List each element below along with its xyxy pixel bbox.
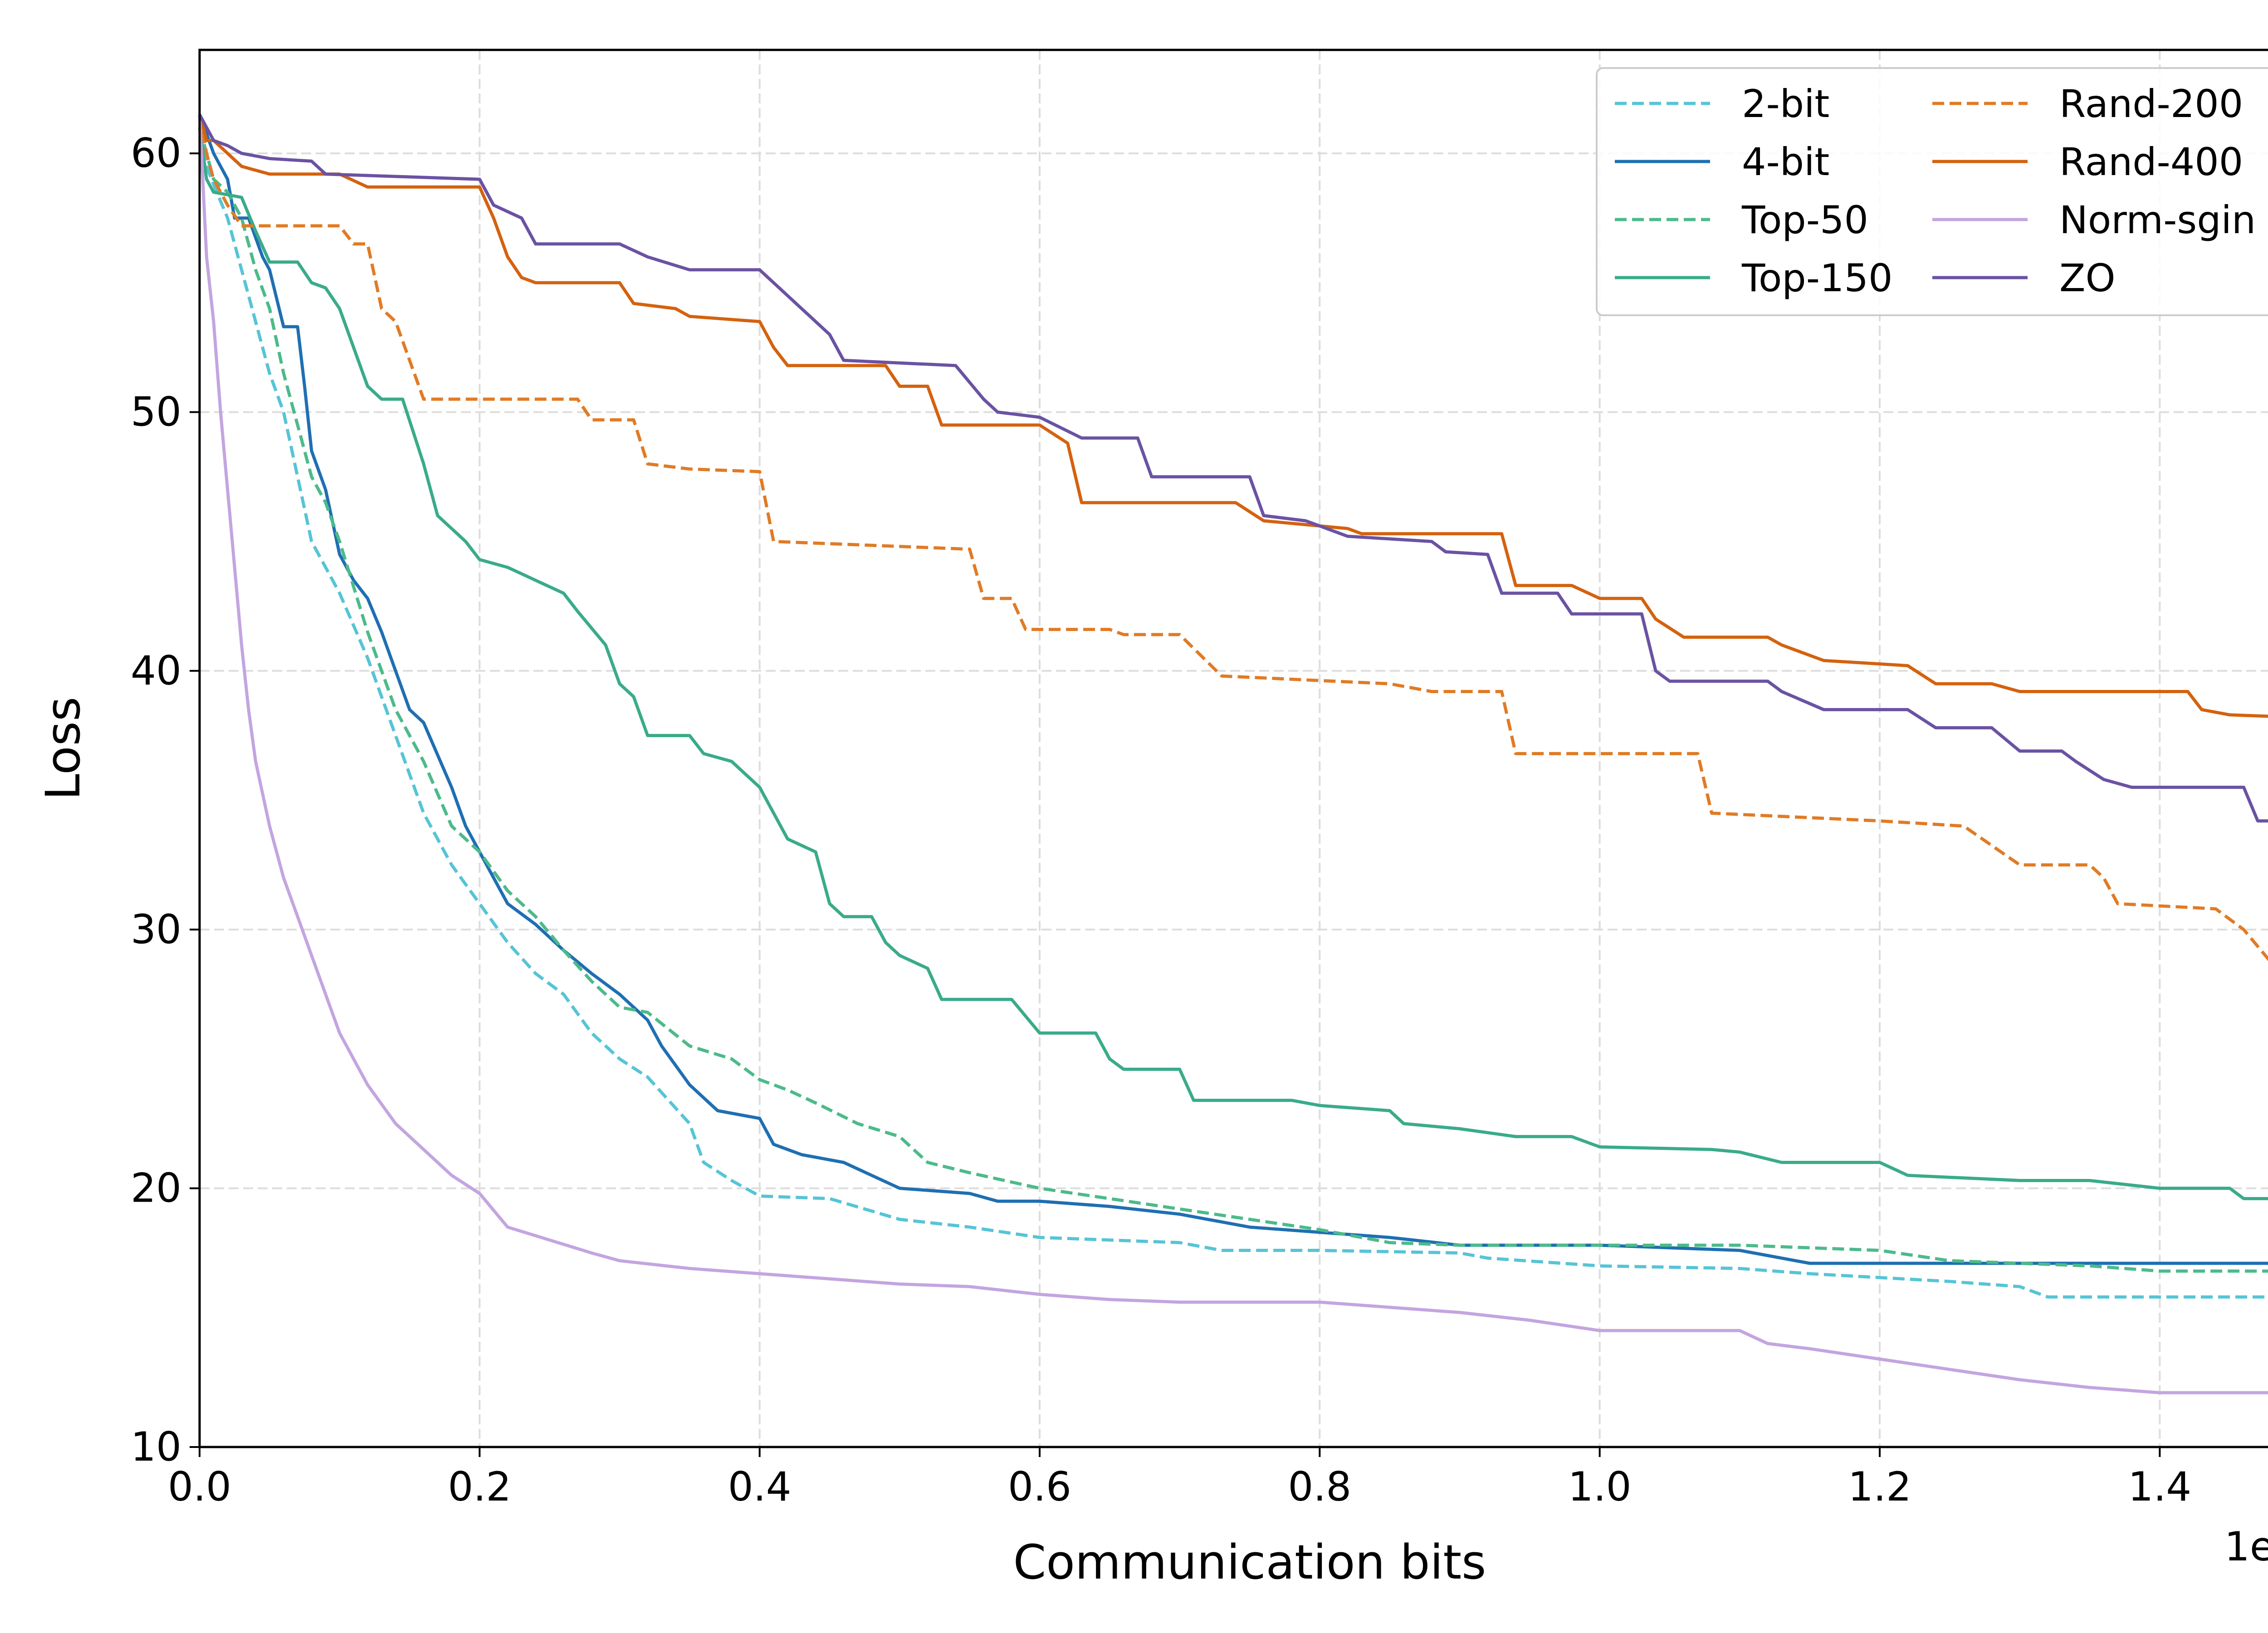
x-tick-label: 0.0 — [168, 1463, 231, 1510]
legend-label: Top-150 — [1741, 256, 1892, 300]
y-tick-label: 10 — [131, 1423, 181, 1470]
legend-label: Rand-400 — [2059, 140, 2243, 184]
legend-label: 2-bit — [1742, 82, 1829, 126]
series-line-2-bit — [198, 114, 2268, 1299]
legend-label: 4-bit — [1742, 140, 1829, 184]
y-tick-label: 50 — [131, 389, 181, 435]
axis-ticks: 0.0 0.2 0.4 0.6 0.8 1.0 1.2 1.4 10 20 30 40 50 60 — [131, 130, 2191, 1510]
legend-label: ZO — [2059, 256, 2116, 300]
y-tick-label: 30 — [131, 906, 181, 953]
legend-label: Rand-200 — [2059, 82, 2243, 126]
x-tick-label: 0.6 — [1008, 1463, 1071, 1510]
series-layer — [198, 113, 2268, 1394]
y-axis-label: Loss — [35, 697, 91, 800]
legend-box — [1596, 67, 2268, 316]
x-tick-label: 0.8 — [1288, 1463, 1351, 1510]
y-tick-label: 40 — [131, 647, 181, 694]
x-axis-offset-label: 1e7 — [2224, 1523, 2268, 1570]
series-line-top-50 — [198, 127, 2268, 1273]
plot-frame — [198, 49, 2268, 1448]
legend: 2-bit 4-bit Top-50 Top-150 Rand-200 Rand-400 N… — [1596, 67, 2268, 316]
legend-label: Norm-sgin — [2059, 198, 2256, 242]
series-line-norm-sgin — [198, 114, 2268, 1394]
x-tick-label: 0.2 — [448, 1463, 511, 1510]
legend-label: Top-50 — [1741, 198, 1868, 242]
x-tick-label: 1.4 — [2128, 1463, 2191, 1510]
series-line-zo — [198, 113, 2268, 823]
series-line-rand-400 — [198, 114, 2268, 718]
x-tick-label: 1.0 — [1568, 1463, 1632, 1510]
y-tick-label: 20 — [131, 1165, 181, 1212]
x-tick-label: 1.2 — [1848, 1463, 1911, 1510]
x-axis-label: Communication bits — [1013, 1535, 1486, 1590]
x-tick-label: 0.4 — [728, 1463, 792, 1510]
y-tick-label: 60 — [131, 130, 181, 176]
series-line-top-150 — [198, 127, 2268, 1200]
